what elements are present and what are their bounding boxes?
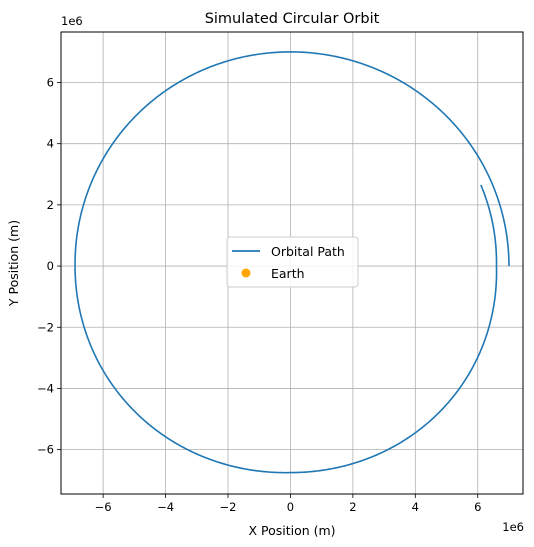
y-tick-label: 6 [47,75,54,89]
x-axis-label: X Position (m) [248,523,335,538]
x-tick-label: 4 [412,500,419,514]
axes-frame [60,31,524,495]
y-tick-label: −4 [37,381,54,395]
x-tick-label: −6 [95,500,112,514]
x-tick-label: 2 [349,500,356,514]
x-offset-text: 1e6 [502,520,524,534]
legend-box [226,236,359,288]
legend-orbital-path-label: Orbital Path [271,244,345,259]
y-tick-label: 0 [47,259,54,273]
legend-earth-label: Earth [271,266,305,281]
y-tick-label: 4 [47,137,54,151]
y-offset-text: 1e6 [61,14,83,28]
chart-title: Simulated Circular Orbit [205,11,380,27]
y-axis-label: Y Position (m) [6,220,21,307]
plot-area [74,51,510,474]
y-tick-label: 2 [47,198,54,212]
x-tick-label: 6 [474,500,481,514]
y-tick-label: −2 [37,320,54,334]
legend: Orbital Path Earth [226,236,359,288]
y-tick-label: −6 [37,443,54,457]
x-tick-label: −4 [157,500,174,514]
orbital-path-line [74,51,510,474]
ticks: −6 −4 −2 0 2 4 6 −6 −4 −2 0 2 4 6 [37,75,481,514]
x-tick-label: −2 [220,500,237,514]
x-tick-label: 0 [287,500,294,514]
legend-earth-swatch [241,268,251,278]
